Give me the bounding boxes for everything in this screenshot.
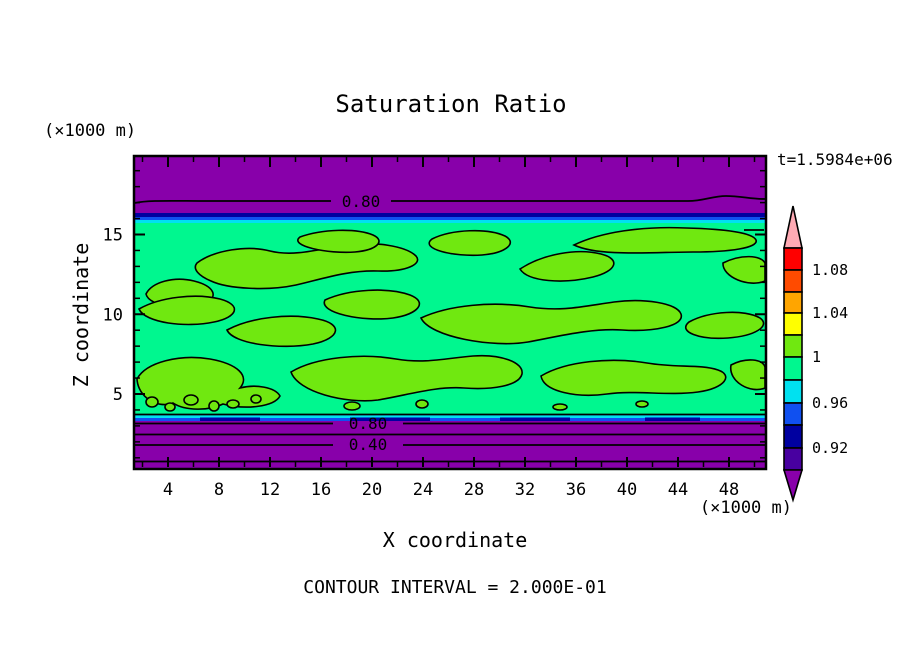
band-navy-patch	[500, 417, 570, 421]
colorbar-segment	[783, 402, 803, 426]
contour-label-bottom-lower: 0.40	[349, 435, 388, 454]
contour-patch	[226, 399, 240, 409]
y-tick-label: 15	[103, 226, 123, 246]
axis-ticks	[135, 157, 765, 467]
contour-patch	[225, 315, 337, 348]
colorbar-segment	[783, 312, 803, 336]
colorbar-arrow-below-min	[782, 469, 804, 503]
colorbar-segment	[783, 269, 803, 293]
band-navy-patch	[200, 417, 260, 421]
contour-patch	[343, 401, 361, 411]
colorbar-arrow-above-max	[783, 205, 803, 249]
contour-patch	[415, 399, 429, 409]
contour-label-top: 0.80	[342, 192, 381, 211]
contour-patch	[635, 400, 649, 408]
colorbar-tick-label: 1	[812, 348, 821, 366]
contour-patch	[552, 403, 568, 411]
contour-patch	[540, 359, 727, 396]
colorbar-tick-label: 0.92	[812, 439, 848, 457]
contour-patch	[419, 299, 682, 345]
colorbar: 1.08 1.04 1 0.96 0.92	[782, 205, 848, 503]
x-tick-label: 48	[719, 480, 739, 500]
y-tick-label: 10	[103, 305, 123, 325]
colorbar-tick-label: 0.96	[812, 394, 848, 412]
colorbar-segment	[783, 447, 803, 471]
colorbar-segment	[783, 334, 803, 358]
contour-patch	[323, 289, 421, 320]
band-blue-bottom	[135, 418, 765, 422]
x-tick-label: 8	[214, 480, 224, 500]
colorbar-tick-label: 1.04	[812, 304, 848, 322]
x-tick-label: 4	[163, 480, 173, 500]
contour-patch	[194, 242, 419, 290]
contour-interval-caption: CONTOUR INTERVAL = 2.000E-01	[303, 577, 606, 598]
contour-patch	[685, 311, 765, 340]
y-tick-label: 5	[113, 385, 123, 405]
x-tick-label: 12	[260, 480, 280, 500]
y-axis-title: Z coordinate	[69, 243, 93, 388]
band-cyan-bottom	[135, 415, 765, 418]
band-navy-top	[135, 213, 765, 217]
band-blue-top	[135, 217, 765, 220]
contour-patch	[250, 394, 262, 404]
x-tick-label: 24	[413, 480, 433, 500]
contour-patch	[290, 354, 523, 402]
contour-line-0.80-top	[391, 195, 766, 202]
band-cyan-top	[135, 220, 765, 223]
colorbar-segment	[783, 379, 803, 404]
colorbar-segment	[783, 247, 803, 271]
x-axis-unit: (×1000 m)	[700, 498, 792, 518]
band-navy-patch	[645, 417, 700, 421]
contour-patch	[208, 400, 220, 412]
contour-patch	[164, 402, 176, 412]
contour-label-bottom-upper: 0.80	[349, 414, 388, 433]
region-top-subsaturated	[135, 157, 765, 213]
x-tick-label: 44	[668, 480, 688, 500]
contour-patch	[572, 226, 757, 254]
x-axis-title: X coordinate	[383, 528, 528, 552]
x-tick-label: 36	[566, 480, 586, 500]
contour-patch	[428, 229, 512, 257]
contour-patch	[145, 396, 159, 408]
page-title: Saturation Ratio	[335, 90, 566, 118]
colorbar-segment	[783, 424, 803, 449]
x-tick-label: 40	[617, 480, 637, 500]
x-tick-label: 32	[515, 480, 535, 500]
x-tick-label: 16	[311, 480, 331, 500]
contour-patch	[137, 295, 236, 326]
colorbar-segment	[783, 356, 803, 381]
x-tick-label: 28	[464, 480, 484, 500]
colorbar-tick-label: 1.08	[812, 261, 848, 279]
contour-patch	[183, 394, 199, 406]
plot-frame	[132, 154, 768, 471]
x-tick-label: 20	[362, 480, 382, 500]
band-navy-patch	[350, 417, 430, 421]
supersaturation-patches	[136, 226, 766, 412]
contour-patch	[297, 229, 380, 254]
y-axis-unit: (×1000 m)	[44, 121, 136, 141]
contour-patch	[518, 250, 615, 282]
colorbar-segment	[783, 291, 803, 314]
time-annotation: t=1.5984e+06	[777, 150, 893, 169]
